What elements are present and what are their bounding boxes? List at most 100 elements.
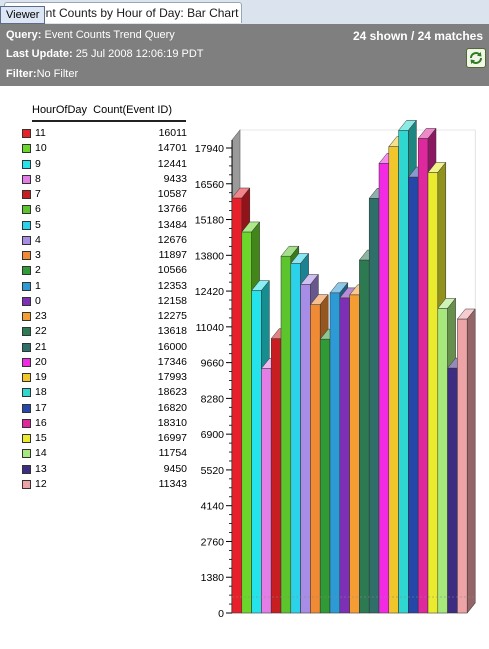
legend-hour-label: 3 <box>35 249 41 261</box>
filter-value: No Filter <box>36 68 79 80</box>
legend-swatch <box>22 342 31 352</box>
legend-swatch <box>22 159 31 169</box>
bar-front <box>388 146 399 614</box>
match-counts: 24 shown / 24 matches <box>352 29 483 43</box>
refresh-button[interactable] <box>466 48 486 68</box>
bar-front <box>231 197 243 614</box>
y-axis-tick-label: 15180 <box>195 215 224 227</box>
bar-front <box>417 138 429 614</box>
legend-item: 12 11343 <box>22 477 187 492</box>
legend-item: 8 9433 <box>22 172 187 187</box>
y-axis-tick-label: 12420 <box>195 286 224 298</box>
legend-count-value: 12158 <box>157 294 187 307</box>
legend-swatch <box>22 296 31 306</box>
bar-front <box>339 297 350 614</box>
legend-swatch <box>22 144 31 154</box>
legend-swatch <box>22 205 31 215</box>
legend-count-value: 13484 <box>157 218 187 231</box>
legend-col1: HourOfDay <box>32 104 88 116</box>
legend-item: 10 14701 <box>22 141 187 156</box>
legend-hour-label: 16 <box>35 416 47 429</box>
legend-item: 18 18623 <box>22 385 187 400</box>
legend-count-value: 12676 <box>157 233 187 246</box>
bar-front <box>319 338 331 614</box>
y-axis-tick-label: 8280 <box>201 393 225 405</box>
legend-count-value: 13618 <box>157 325 187 338</box>
bar-front <box>270 338 282 614</box>
legend-hour-label: 17 <box>35 401 47 414</box>
legend-divider <box>32 120 186 122</box>
chart-tab[interactable]: Event Counts by Hour of Day: Bar Chart <box>4 2 242 23</box>
legend-count-value: 16997 <box>157 432 187 444</box>
legend-item: 23 12275 <box>22 309 187 324</box>
legend-item: 15 16997 <box>22 431 187 446</box>
legend-swatch <box>22 190 31 199</box>
bar-front <box>359 259 370 614</box>
legend-count-value: 17993 <box>157 371 187 383</box>
bar-front <box>349 294 360 614</box>
legend-count-value: 12275 <box>157 310 187 322</box>
y-axis-tick-label: 16560 <box>195 179 224 191</box>
bar-front <box>241 231 252 614</box>
legend-item: 19 17993 <box>22 370 187 385</box>
query-header: Query: Event Counts Trend Query Last Upd… <box>0 24 489 86</box>
legend-item: 11 16011 <box>22 126 187 141</box>
legend-count-value: 16000 <box>157 340 187 353</box>
legend-hour-label: 1 <box>35 279 41 292</box>
legend-hour-label: 18 <box>35 386 47 399</box>
legend-swatch <box>22 479 31 489</box>
legend-item: 7 10587 <box>22 187 187 202</box>
legend-count-value: 16820 <box>157 401 187 414</box>
legend-hour-label: 22 <box>35 325 47 338</box>
tab-bar: Event Counts by Hour of Day: Bar Chart V… <box>0 0 489 25</box>
legend-swatch <box>22 220 31 230</box>
bar-front <box>329 292 341 614</box>
legend-count-value: 10587 <box>157 188 187 200</box>
bar-front <box>310 304 321 614</box>
y-axis-tick-label: 9660 <box>201 358 225 370</box>
bar <box>456 308 476 614</box>
legend-count-value: 11343 <box>158 477 187 490</box>
filter-row: Filter:No Filter <box>6 68 78 80</box>
legend-swatch <box>22 418 31 428</box>
legend-swatch <box>22 373 31 382</box>
legend-hour-label: 0 <box>35 294 41 307</box>
legend-hour-label: 14 <box>35 447 47 460</box>
legend-item: 16 18310 <box>22 416 187 431</box>
legend-count-value: 9450 <box>163 462 187 475</box>
bar-front <box>408 176 419 614</box>
legend-hour-label: 8 <box>35 172 41 185</box>
legend-item: 3 11897 <box>22 248 187 263</box>
legend-hour-label: 7 <box>35 188 41 200</box>
legend-count-value: 18310 <box>157 416 187 429</box>
y-axis-tick-label: 11040 <box>196 322 225 334</box>
legend-swatch <box>22 312 31 321</box>
bar-front <box>437 308 448 614</box>
legend-hour-label: 15 <box>35 432 47 444</box>
legend-swatch <box>22 434 31 443</box>
legend-hour-label: 4 <box>35 233 41 246</box>
bar-front <box>378 163 390 614</box>
query-value: Event Counts Trend Query <box>44 29 175 41</box>
bar-side <box>466 308 476 614</box>
legend-item: 17 16820 <box>22 401 187 416</box>
bar-front <box>261 368 272 614</box>
legend-item: 2 10566 <box>22 263 187 278</box>
refresh-icon <box>470 52 482 64</box>
y-axis-tick-label: 5520 <box>201 465 225 477</box>
legend-count-value: 10566 <box>157 264 187 277</box>
legend-hour-label: 13 <box>35 462 47 475</box>
legend-col2: Count(Event ID) <box>93 104 173 116</box>
legend-swatch <box>22 449 31 459</box>
legend-hour-label: 23 <box>35 310 47 322</box>
legend-swatch <box>22 235 31 245</box>
legend-swatch <box>22 174 31 184</box>
legend-swatch <box>22 266 31 276</box>
legend-count-value: 12441 <box>157 157 187 170</box>
bar-front <box>300 284 311 614</box>
y-axis-tick-label: 17940 <box>195 143 224 155</box>
legend-hour-label: 19 <box>35 371 47 383</box>
bar-front <box>280 255 292 614</box>
legend-count-value: 14701 <box>157 142 187 155</box>
legend-swatch <box>22 129 31 138</box>
